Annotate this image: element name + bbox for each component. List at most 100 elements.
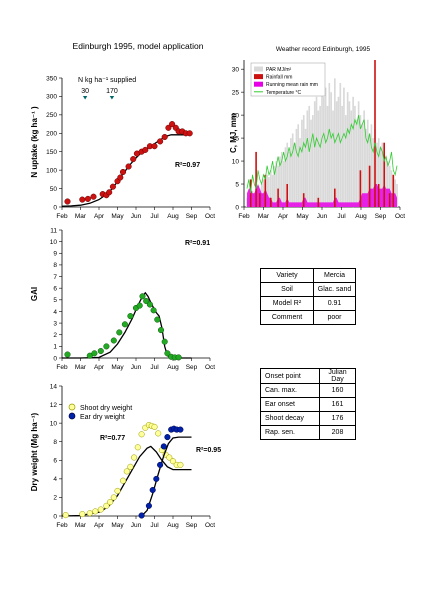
n-uptake-point bbox=[84, 195, 91, 202]
weather-y-tick-label: 10 bbox=[232, 158, 240, 165]
par-bar bbox=[310, 119, 312, 207]
par-bar bbox=[372, 138, 375, 207]
dry-weight-x-tick-label: Apr bbox=[94, 522, 105, 529]
par-bar bbox=[361, 124, 364, 207]
shoot-point bbox=[123, 468, 130, 475]
par-bar bbox=[365, 128, 367, 207]
running-mean-rain-area bbox=[247, 184, 397, 207]
gai-y-tick-label: 2 bbox=[53, 332, 57, 339]
gai-y-tick-label: 0 bbox=[53, 355, 57, 362]
par-bar bbox=[290, 138, 292, 207]
dry-weight-chart: Dry weight (Mg ha⁻¹) R²=0.77 R²=0.95 Sho… bbox=[30, 383, 221, 529]
dry-weight-x-tick-label: Feb bbox=[56, 522, 68, 529]
onset-header-value: Julian Day bbox=[319, 368, 356, 384]
par-bar bbox=[366, 119, 369, 207]
par-bar bbox=[355, 119, 358, 207]
n-application-label: 30 bbox=[81, 88, 89, 95]
par-bar bbox=[317, 110, 320, 207]
shoot-point bbox=[177, 461, 184, 468]
legend-shoot-marker bbox=[68, 403, 76, 411]
onset-header-label: Onset point bbox=[260, 368, 320, 384]
model-r2-value: 0.91 bbox=[313, 296, 356, 311]
par-bar bbox=[345, 115, 347, 207]
n-uptake-x-tick-label: Sep bbox=[186, 213, 198, 220]
n-uptake-x-tick-label: Jul bbox=[150, 213, 159, 220]
n-uptake-point bbox=[142, 146, 149, 153]
weather-x-tick-label: Jun bbox=[317, 213, 328, 220]
n-uptake-y-tick-label: 50 bbox=[50, 186, 58, 193]
gai-y-tick-label: 8 bbox=[53, 262, 57, 269]
ear-point bbox=[164, 434, 171, 441]
par-bar bbox=[332, 110, 334, 207]
rainfall-bar bbox=[368, 165, 371, 207]
onset-label: Ear onset bbox=[260, 397, 320, 412]
ear-point bbox=[160, 443, 167, 450]
n-uptake-r2: R²=0.97 bbox=[175, 162, 200, 169]
ear-point bbox=[145, 502, 152, 509]
n-uptake-y-tick-label: 250 bbox=[46, 112, 57, 119]
shoot-point bbox=[103, 502, 110, 509]
table-row: Comment poor bbox=[260, 310, 356, 325]
onset-label: Shoot decay bbox=[260, 411, 320, 426]
variety-value: Mercia bbox=[313, 268, 356, 283]
par-bar bbox=[282, 161, 285, 207]
model-r2-label: Model R² bbox=[260, 296, 314, 311]
par-bar bbox=[301, 119, 303, 207]
ear-point bbox=[149, 486, 156, 494]
ear-point bbox=[157, 461, 164, 468]
par-bar bbox=[343, 87, 345, 207]
par-bar bbox=[266, 174, 268, 207]
rainfall-bar bbox=[359, 170, 362, 208]
dry-weight-x-tick-label: Sep bbox=[186, 522, 198, 529]
gai-x-tick-label: Aug bbox=[167, 364, 179, 371]
shoot-point bbox=[114, 487, 121, 494]
gai-point bbox=[97, 347, 104, 355]
gai-point bbox=[139, 293, 146, 300]
par-bar bbox=[306, 110, 309, 207]
dry-weight-y-tick-label: 8 bbox=[53, 439, 57, 446]
weather-x-tick-label: Apr bbox=[278, 213, 289, 220]
n-uptake-ylabel: N uptake (kg ha⁻¹ ) bbox=[30, 106, 39, 178]
gai-chart: GAI R²=0.91 Feb Mar Apr May Jun Jul Aug Sep Oct 0… bbox=[30, 227, 215, 371]
ear-point bbox=[138, 512, 145, 519]
par-bar bbox=[279, 156, 281, 207]
gai-point bbox=[116, 329, 123, 336]
dry-weight-y-tick-label: 14 bbox=[50, 383, 58, 390]
gai-y-tick-label: 11 bbox=[50, 227, 57, 234]
onset-value: 161 bbox=[319, 397, 356, 412]
par-bar bbox=[304, 128, 307, 207]
gai-point bbox=[143, 297, 150, 305]
par-bar bbox=[284, 147, 287, 207]
n-uptake-point bbox=[119, 168, 127, 176]
gai-y-tick-label: 1 bbox=[53, 344, 57, 351]
rainfall-bar bbox=[377, 184, 380, 207]
par-bar bbox=[324, 87, 327, 207]
par-bar bbox=[295, 128, 298, 207]
rainfall-bar bbox=[264, 174, 267, 207]
par-bar bbox=[354, 105, 356, 207]
weather-y-tick-label: 5 bbox=[235, 181, 239, 188]
n-uptake-point bbox=[117, 174, 124, 181]
par-bar bbox=[299, 138, 301, 207]
shoot-point bbox=[107, 499, 114, 506]
gai-y-tick-label: 7 bbox=[53, 274, 57, 281]
legend-shoot-label: Shoot dry weight bbox=[80, 405, 132, 412]
par-bar bbox=[352, 96, 354, 208]
n-application-marker bbox=[109, 96, 115, 100]
n-uptake-point bbox=[106, 189, 113, 196]
gai-y-tick-label: 10 bbox=[50, 239, 58, 246]
gai-point bbox=[127, 313, 134, 320]
n-uptake-y-tick-label: 150 bbox=[46, 149, 57, 156]
par-bar bbox=[277, 165, 279, 207]
weather-x-tick-label: May bbox=[296, 213, 309, 220]
n-uptake-point bbox=[186, 130, 193, 137]
dry-weight-y-tick-label: 0 bbox=[53, 513, 57, 520]
rainfall-bar bbox=[383, 142, 385, 207]
temperature-line bbox=[246, 115, 398, 194]
weather-x-tick-label: Aug bbox=[355, 213, 367, 220]
n-uptake-x-tick-label: May bbox=[111, 213, 124, 220]
dry-weight-x-tick-label: Oct bbox=[205, 522, 215, 529]
gai-x-tick-label: Oct bbox=[205, 364, 215, 371]
par-bar bbox=[286, 142, 289, 207]
par-bar bbox=[387, 161, 389, 207]
